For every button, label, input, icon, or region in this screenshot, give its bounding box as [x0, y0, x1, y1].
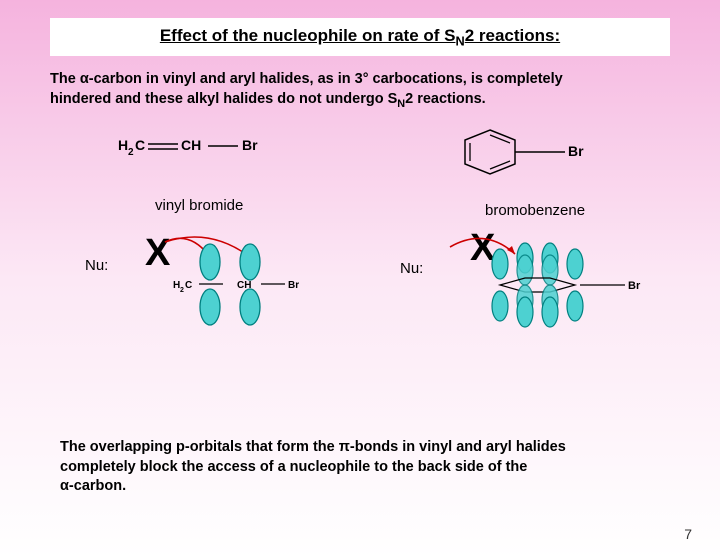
vinyl-orbital-svg: H 2 C CH Br [155, 222, 355, 352]
vinyl-formula: H 2 C CH Br [118, 132, 308, 165]
conc-3: -carbon. [69, 478, 126, 494]
intro-1b: -carbon in vinyl and aryl halides, as in… [89, 71, 563, 87]
svg-text:Br: Br [288, 280, 299, 291]
page-title: Effect of the nucleophile on rate of SN2… [62, 26, 658, 48]
benzene-orbital-svg: Br [445, 222, 695, 352]
conc-1b: -bonds in vinyl and aryl halides [350, 439, 566, 455]
conc-alpha: α [60, 478, 69, 494]
vinyl-label: vinyl bromide [155, 197, 243, 214]
intro-2c: 2 reactions. [405, 91, 486, 107]
nucleophile-label-left: Nu: [85, 257, 108, 274]
svg-text:C: C [135, 137, 145, 153]
benzene-structure: Br [460, 122, 630, 187]
title-suffix: 2 reactions: [465, 26, 560, 45]
svg-text:CH: CH [181, 137, 201, 153]
intro-2b: these alkyl halides do not undergo S [145, 91, 397, 107]
intro-2a: hindered and [50, 91, 145, 107]
intro-1a: The [50, 71, 80, 87]
vinyl-orbital-diagram: H 2 C CH Br [155, 222, 355, 357]
svg-text:2: 2 [128, 147, 134, 158]
benzene-svg: Br [460, 122, 630, 182]
intro-alpha: α [80, 71, 89, 87]
svg-text:Br: Br [242, 137, 258, 153]
svg-text:2: 2 [180, 287, 184, 294]
conc-pi: π [339, 439, 350, 455]
title-sub: N [455, 33, 464, 48]
conc-1: The overlapping p-orbitals that form the [60, 439, 339, 455]
conc-2: completely block the access of a nucleop… [60, 459, 527, 475]
svg-text:Br: Br [628, 280, 641, 292]
intro-text: The α-carbon in vinyl and aryl halides, … [50, 70, 670, 111]
svg-text:C: C [185, 280, 192, 291]
intro-2sub: N [397, 98, 405, 110]
title-box: Effect of the nucleophile on rate of SN2… [50, 18, 670, 56]
vinyl-svg: H 2 C CH Br [118, 132, 308, 162]
benzene-orbital-diagram: Br [445, 222, 695, 357]
nucleophile-label-right: Nu: [400, 260, 423, 277]
svg-text:Br: Br [568, 143, 584, 159]
title-prefix: Effect of the nucleophile on rate of S [160, 26, 456, 45]
diagram-area: H 2 C CH Br Br vinyl bromide bromobenzen… [0, 122, 720, 382]
conclusion-text: The overlapping p-orbitals that form the… [60, 438, 670, 497]
bromo-label: bromobenzene [485, 202, 585, 219]
svg-text:H: H [118, 137, 128, 153]
